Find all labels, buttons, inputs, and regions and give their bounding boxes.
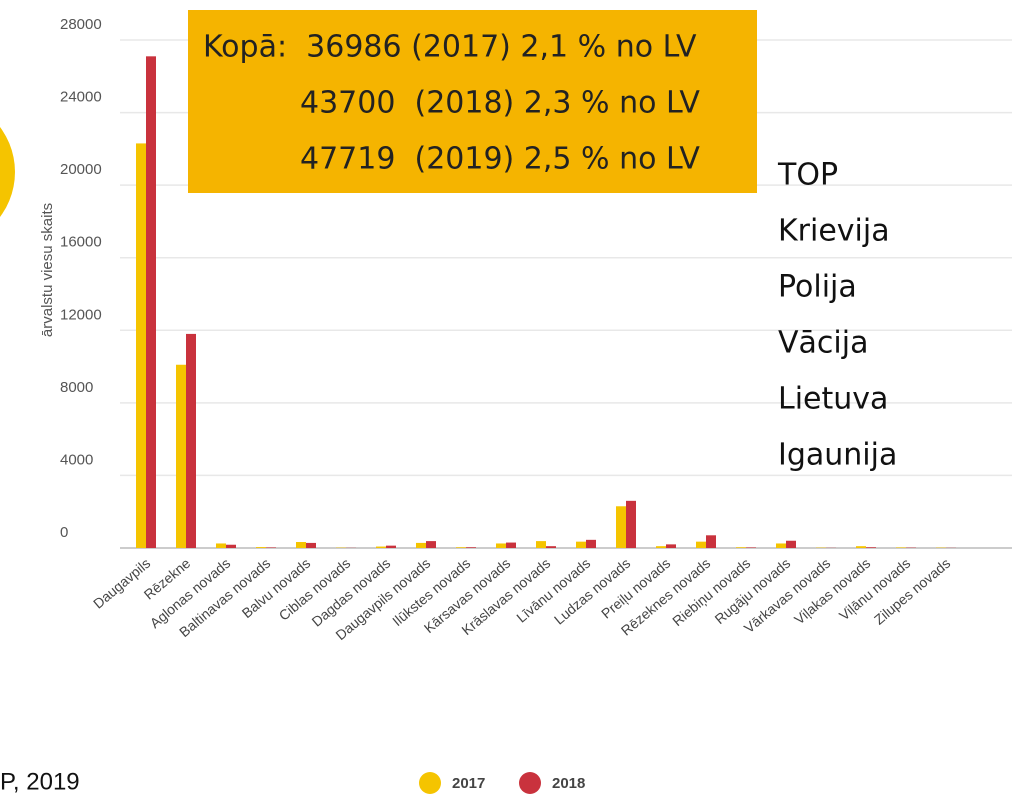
top-item: Krievija [778, 214, 890, 249]
legend-swatch [519, 772, 541, 794]
summary-line: 43700 (2018) 2,3 % no LV [300, 86, 700, 121]
bar [496, 543, 506, 548]
bar [466, 547, 476, 548]
bar [666, 544, 676, 548]
bar [506, 542, 516, 548]
bar [176, 364, 186, 548]
bar [626, 500, 636, 548]
y-tick-label: 0 [60, 524, 68, 541]
bar [536, 541, 546, 548]
bar [856, 546, 866, 548]
top-item: TOP [777, 158, 838, 193]
bar [386, 545, 396, 548]
bar [586, 539, 596, 548]
y-axis-label: ārvalstu viesu skaits [39, 203, 56, 337]
bar [896, 547, 906, 548]
decor-circle [0, 127, 15, 217]
legend-swatch [419, 772, 441, 794]
bar [296, 542, 306, 548]
bar [256, 547, 266, 548]
bar [696, 541, 706, 548]
summary-line: Kopā: 36986 (2017) 2,1 % no LV [203, 30, 697, 65]
legend-label: 2018 [552, 775, 585, 792]
bar [616, 506, 626, 548]
bar [576, 541, 586, 548]
legend-label: 2017 [452, 775, 485, 792]
bar [376, 546, 386, 548]
bar [186, 333, 196, 548]
top-item: Polija [778, 270, 857, 305]
bar [416, 542, 426, 548]
summary-line: 47719 (2019) 2,5 % no LV [300, 142, 700, 177]
bar [216, 543, 226, 548]
top-item: Lietuva [778, 382, 888, 417]
bar [656, 546, 666, 548]
y-tick-label: 12000 [60, 306, 102, 323]
bar [266, 547, 276, 548]
bar [226, 544, 236, 548]
summary-box [188, 10, 757, 193]
bar [746, 547, 756, 548]
bar [546, 546, 556, 548]
bar [426, 541, 436, 548]
y-tick-label: 8000 [60, 379, 93, 396]
top-item: Vācija [778, 326, 868, 361]
top-item: Igaunija [778, 438, 897, 473]
y-tick-label: 16000 [60, 234, 102, 251]
bar [306, 542, 316, 548]
y-tick-label: 20000 [60, 161, 102, 178]
bar [146, 56, 156, 548]
y-tick-label: 28000 [60, 16, 102, 33]
x-tick-label: Daugavpils [90, 555, 153, 612]
bar [786, 540, 796, 548]
bar [456, 547, 466, 548]
source: P, 2019 [0, 768, 80, 795]
bar [866, 547, 876, 548]
bar [736, 547, 746, 548]
bar [706, 535, 716, 548]
y-tick-label: 4000 [60, 451, 93, 468]
bar [136, 143, 146, 548]
y-tick-label: 24000 [60, 89, 102, 106]
bar [776, 543, 786, 548]
